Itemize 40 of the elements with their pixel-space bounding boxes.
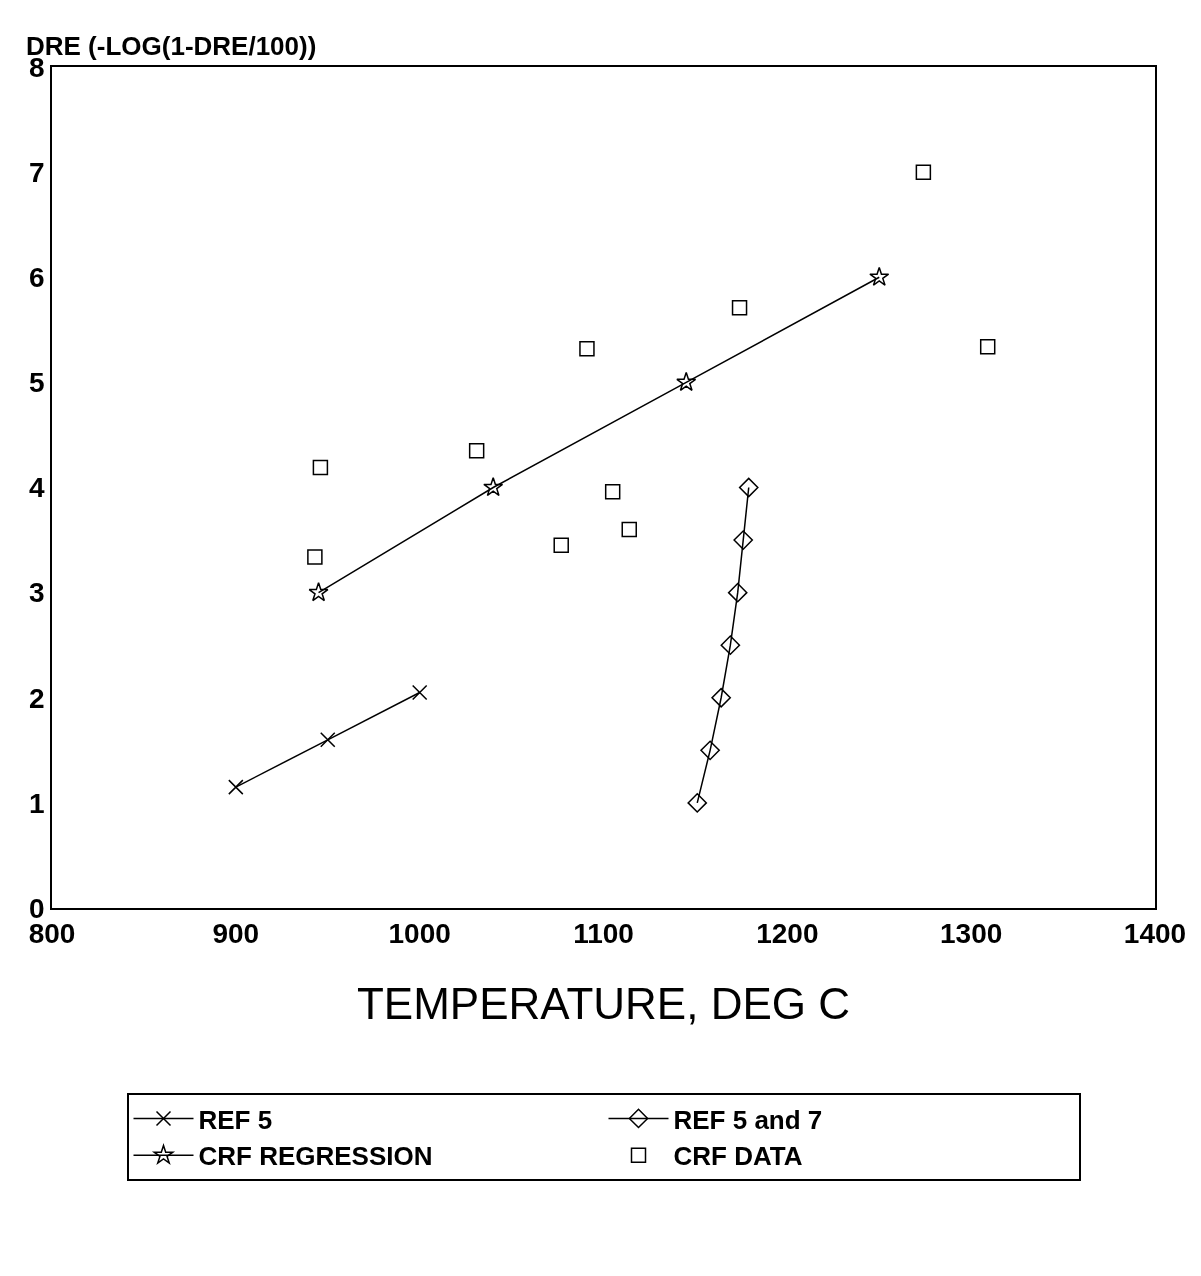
y-tick-label: 3 [29, 577, 45, 609]
y-tick-label: 6 [29, 262, 45, 294]
y-tick-label: 5 [29, 367, 45, 399]
point [553, 537, 569, 554]
x-tick-label: 1400 [1123, 918, 1187, 950]
point [720, 635, 741, 656]
y-tick-label: 1 [29, 787, 45, 819]
point [869, 266, 890, 286]
point [727, 582, 748, 603]
x-tick-label: 900 [212, 918, 260, 950]
x-tick-label: 1000 [388, 918, 451, 950]
point [312, 459, 329, 476]
point [738, 477, 759, 498]
point [731, 299, 748, 316]
point [468, 442, 485, 459]
y-tick-label: 7 [29, 156, 45, 188]
x-tick-label: 1200 [756, 918, 819, 950]
point [979, 338, 996, 355]
point [228, 779, 244, 795]
point [621, 521, 637, 538]
point [687, 793, 708, 813]
point [915, 164, 932, 180]
legend-label: CRF REGRESSION [198, 1141, 433, 1172]
legend-label: REF 5 and 7 [673, 1104, 823, 1135]
x-tick-label: 1300 [940, 918, 1003, 950]
legend-label: REF 5 [198, 1104, 273, 1135]
x-tick-label: 1100 [573, 918, 634, 950]
point [579, 340, 595, 357]
point [711, 687, 731, 708]
point [307, 549, 323, 565]
point [700, 740, 720, 761]
point [733, 530, 754, 550]
point [308, 582, 329, 602]
x-axis-title: TEMPERATURE, DEG C [356, 979, 851, 1029]
point [604, 483, 621, 500]
y-tick-label: 2 [29, 682, 45, 714]
y-tick-label: 4 [29, 472, 46, 504]
point [676, 371, 697, 392]
legend-label: CRF DATA [673, 1141, 803, 1172]
point [483, 476, 504, 497]
